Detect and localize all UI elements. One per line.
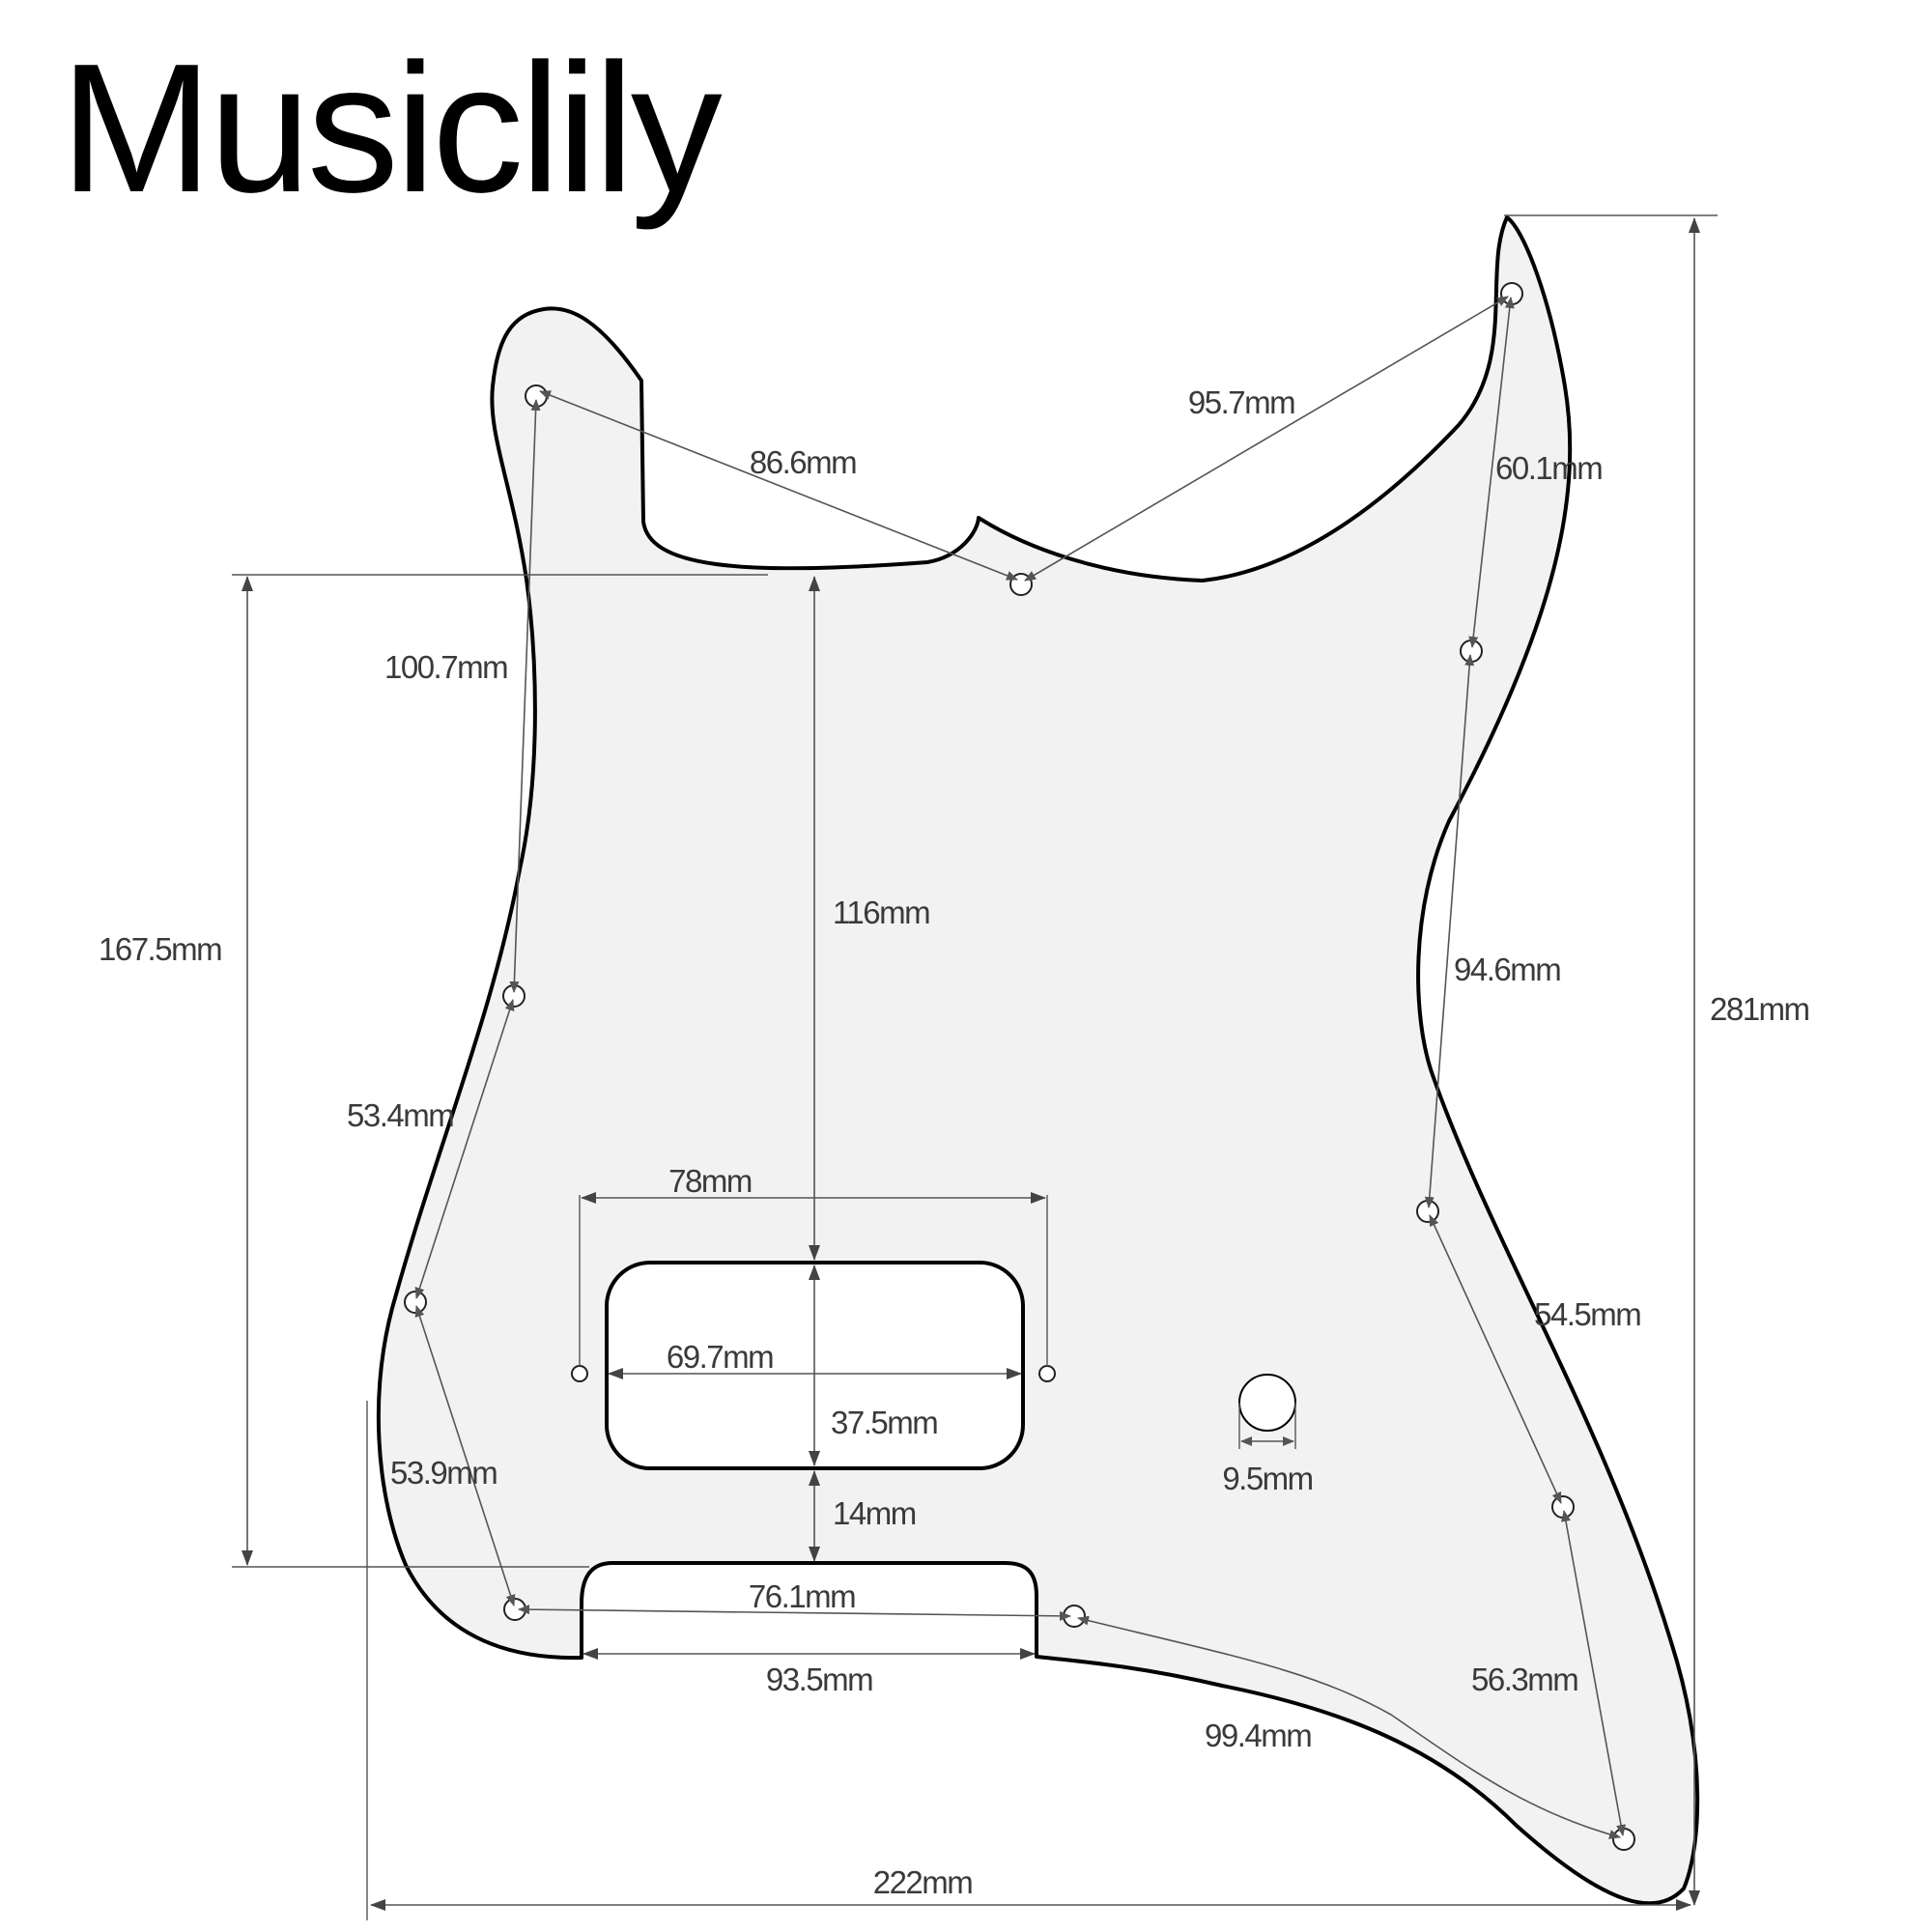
label-167: 167.5mm	[99, 931, 221, 967]
dimension-line-53-4	[414, 999, 515, 1299]
control-hole	[1238, 1374, 1296, 1432]
label-78: 78mm	[668, 1163, 752, 1199]
label-116: 116mm	[833, 895, 929, 930]
pickup-screw-hole	[1038, 1365, 1056, 1382]
dimension-line-60	[1468, 297, 1515, 648]
dimension-line-94	[1424, 654, 1475, 1208]
label-53-9: 53.9mm	[390, 1455, 497, 1491]
label-overall-width: 222mm	[873, 1864, 973, 1900]
screw-hole	[1551, 1495, 1575, 1519]
dimension-line-76	[518, 1605, 1071, 1621]
dimension-line-95	[1024, 296, 1509, 582]
screw-hole	[1612, 1828, 1635, 1851]
dimension-line-99	[1077, 1615, 1621, 1839]
dimension-line-86	[539, 390, 1018, 581]
label-37: 37.5mm	[831, 1405, 937, 1440]
screw-hole	[1500, 282, 1523, 305]
label-9: 9.5mm	[1222, 1461, 1312, 1496]
label-53-4: 53.4mm	[347, 1097, 453, 1133]
label-99: 99.4mm	[1205, 1718, 1311, 1753]
dimension-line-53-9	[414, 1305, 516, 1606]
label-76: 76.1mm	[749, 1578, 855, 1614]
label-94: 94.6mm	[1454, 952, 1560, 987]
screw-hole	[404, 1291, 427, 1314]
label-93: 93.5mm	[766, 1662, 872, 1697]
screw-hole	[1460, 639, 1483, 663]
dimension-line-54	[1429, 1214, 1562, 1504]
label-56: 56.3mm	[1471, 1662, 1577, 1697]
label-54: 54.5mm	[1534, 1296, 1640, 1332]
screw-hole	[1009, 573, 1033, 596]
label-86: 86.6mm	[750, 444, 856, 480]
dimension-line-100	[509, 399, 541, 993]
label-overall-height: 281mm	[1710, 991, 1809, 1027]
label-95: 95.7mm	[1188, 384, 1294, 420]
brand-title: Musiclily	[60, 26, 723, 231]
screw-hole	[1416, 1200, 1439, 1223]
label-100: 100.7mm	[384, 649, 507, 685]
label-69: 69.7mm	[667, 1339, 773, 1375]
pickup-screw-hole	[571, 1365, 588, 1382]
label-14: 14mm	[833, 1495, 916, 1531]
label-60: 60.1mm	[1495, 450, 1602, 486]
